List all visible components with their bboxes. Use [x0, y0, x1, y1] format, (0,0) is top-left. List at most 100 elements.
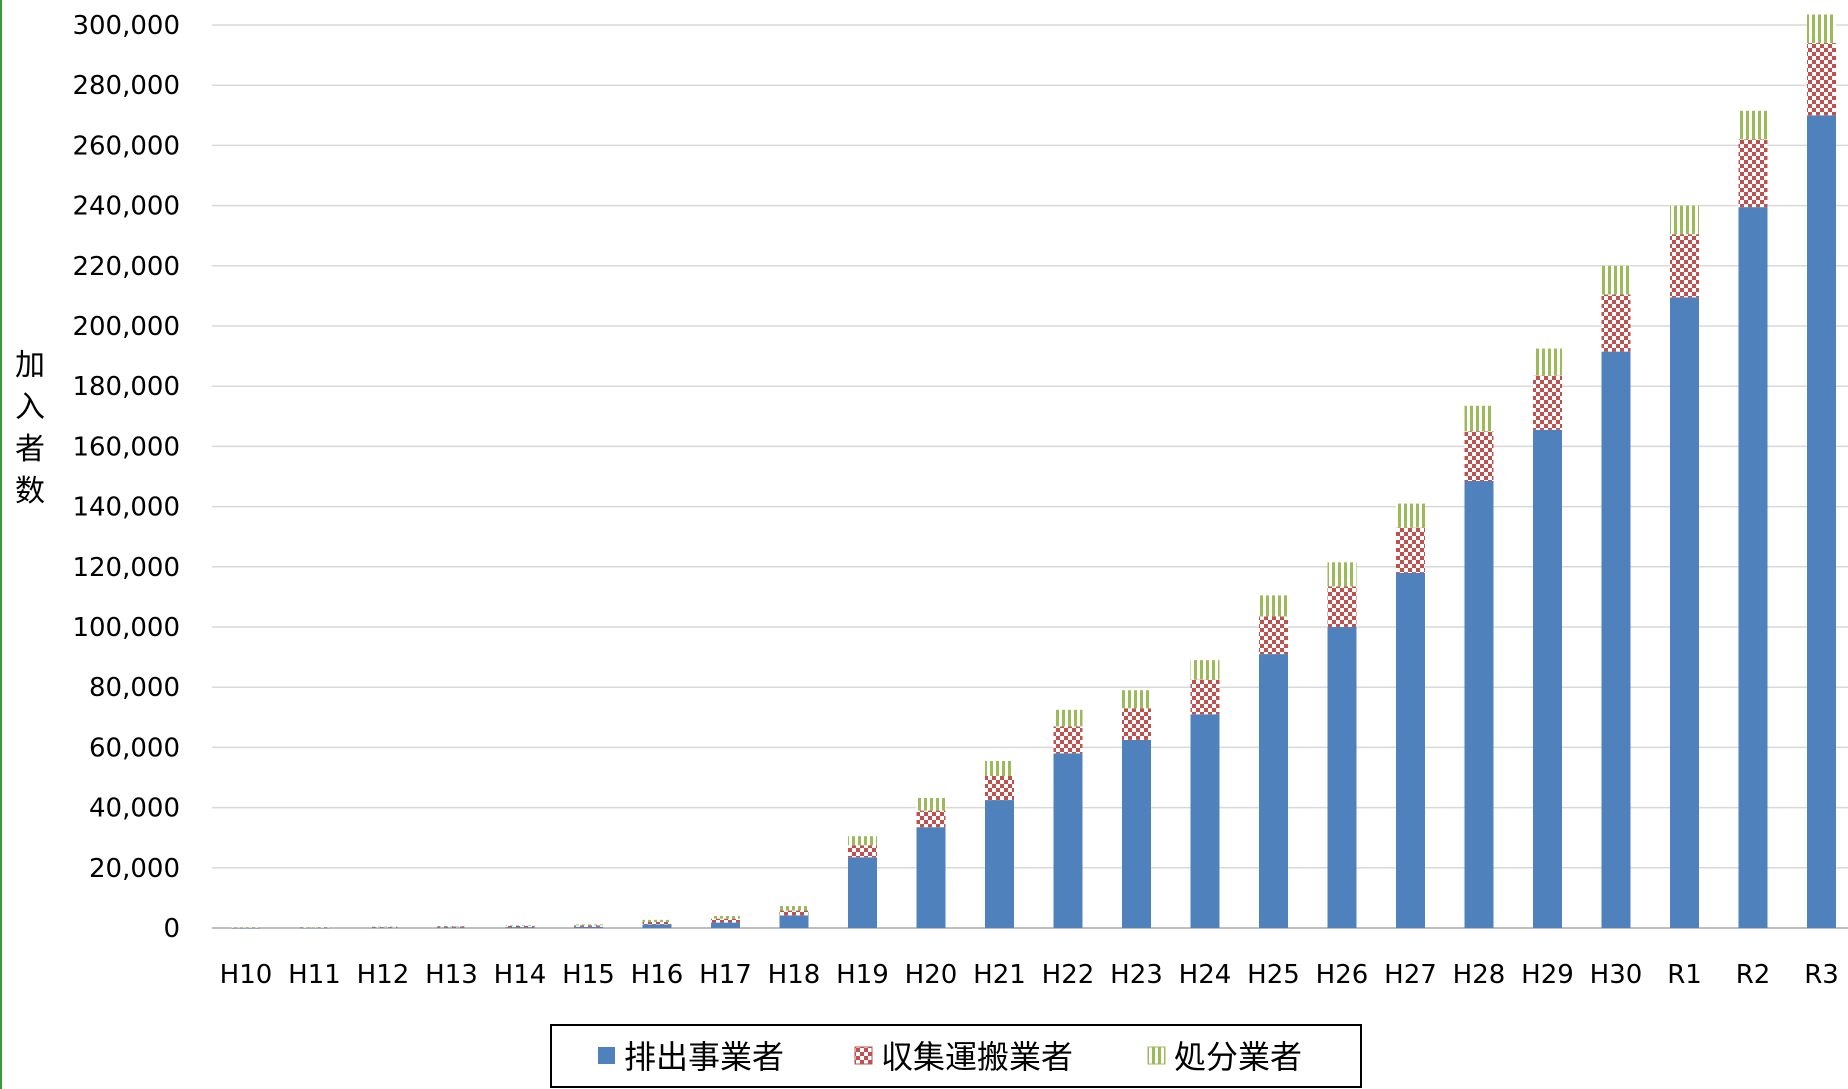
- bar-segment-3: [779, 906, 809, 911]
- bar-segment-1: [1259, 654, 1288, 928]
- bar-segment-3: [1053, 709, 1083, 727]
- bar-segment-2: [1670, 234, 1699, 298]
- y-tick-label: 100,000: [72, 613, 180, 643]
- x-tick-label: H26: [1316, 960, 1369, 990]
- bar-segment-1: [1670, 297, 1699, 928]
- x-tick-label: H21: [973, 960, 1026, 990]
- x-tick-label: H10: [220, 960, 273, 990]
- legend-swatch: [1147, 1046, 1166, 1065]
- x-tick-label: H27: [1384, 960, 1437, 990]
- x-tick-label: H14: [494, 960, 547, 990]
- x-tick-label: R1: [1667, 960, 1702, 990]
- bar-segment-2: [916, 810, 946, 828]
- bar-segment-3: [1190, 660, 1220, 680]
- bar-segment-3: [1807, 14, 1836, 44]
- bar-segment-1: [985, 800, 1014, 928]
- bar-segment-2: [1738, 139, 1768, 208]
- bar-segment-3: [711, 915, 740, 919]
- bar-segment-2: [1190, 679, 1220, 715]
- bar-segment-2: [1807, 43, 1836, 116]
- bar-segment-3: [985, 760, 1014, 776]
- bar-segment-2: [642, 921, 672, 925]
- x-tick-label: R2: [1736, 960, 1771, 990]
- bar-segment-3: [505, 925, 535, 926]
- bar-segment-1: [848, 857, 877, 928]
- x-tick-label: H13: [425, 960, 478, 990]
- x-tick-label: H23: [1110, 960, 1163, 990]
- bar-segment-1: [1190, 714, 1220, 928]
- y-axis-tick-labels: 0 20,000 40,000 60,000 80,000 100,000 120,000 1…: [72, 11, 180, 944]
- bar-segment-1: [1122, 739, 1151, 928]
- y-tick-label: 60,000: [89, 733, 180, 763]
- bar-segment-3: [1601, 265, 1631, 295]
- x-tick-label: H29: [1521, 960, 1574, 990]
- y-axis-label-char: 数: [15, 474, 45, 509]
- x-tick-label: H20: [905, 960, 958, 990]
- bar-segment-3: [1464, 405, 1494, 432]
- bar-segment-1: [1053, 753, 1083, 928]
- bar-segment-2: [1396, 527, 1425, 573]
- bar-segment-1: [779, 915, 809, 928]
- x-tick-label: H30: [1590, 960, 1643, 990]
- bar-segment-3: [574, 924, 603, 926]
- x-axis-tick-labels: H10 H11 H12 H13 H14 H15 H16 H17 H18 H19 H20 H21 H22 H…: [220, 960, 1839, 990]
- bar-segment-3: [1327, 562, 1357, 587]
- bar-segment-2: [1053, 726, 1083, 754]
- gridlines: [212, 24, 1848, 929]
- y-axis-label-char: 者: [15, 432, 45, 467]
- bar-segment-2: [711, 918, 740, 923]
- legend-label: 収集運搬業者: [881, 1038, 1073, 1076]
- x-tick-label: H11: [288, 960, 341, 990]
- bar-segment-2: [368, 926, 398, 928]
- y-tick-label: 180,000: [72, 372, 180, 402]
- bar-segment-2: [848, 845, 877, 858]
- bar-segment-3: [437, 926, 466, 927]
- bar-segment-1: [574, 926, 603, 928]
- bar-segment-2: [1464, 431, 1494, 482]
- bar-segment-3: [848, 836, 877, 846]
- bars: [231, 14, 1836, 929]
- legend: 排出事業者 収集運搬業者 処分業者: [550, 1024, 1362, 1088]
- y-tick-label: 200,000: [72, 312, 180, 342]
- bar-segment-3: [1396, 503, 1425, 528]
- x-tick-label: H16: [631, 960, 684, 990]
- x-tick-label: H25: [1247, 960, 1300, 990]
- y-tick-label: 120,000: [72, 553, 180, 583]
- bar-segment-3: [231, 927, 261, 928]
- y-tick-label: 240,000: [72, 192, 180, 222]
- x-tick-label: H24: [1179, 960, 1232, 990]
- bar-segment-3: [300, 927, 329, 928]
- bar-segment-1: [1533, 429, 1562, 928]
- bar-segment-3: [642, 919, 672, 922]
- bar-segment-2: [1601, 294, 1631, 352]
- x-tick-label: H28: [1453, 960, 1506, 990]
- bar-segment-3: [1738, 110, 1768, 140]
- y-tick-label: 0: [163, 914, 180, 944]
- bar-segment-1: [1738, 207, 1768, 929]
- bar-segment-1: [300, 927, 329, 929]
- x-tick-label: H22: [1042, 960, 1095, 990]
- bar-segment-1: [1327, 627, 1357, 928]
- bar-segment-1: [711, 922, 740, 928]
- y-tick-label: 20,000: [89, 854, 180, 884]
- bar-segment-1: [437, 927, 466, 928]
- bar-segment-2: [574, 925, 603, 927]
- bar-segment-2: [1327, 586, 1357, 627]
- legend-frame: [550, 1024, 1362, 1088]
- y-tick-label: 40,000: [89, 794, 180, 824]
- y-tick-label: 80,000: [89, 673, 180, 703]
- bar-segment-1: [1396, 572, 1425, 928]
- bar-segment-1: [368, 927, 398, 929]
- y-tick-label: 140,000: [72, 493, 180, 523]
- bar-segment-3: [1670, 205, 1699, 235]
- bar-segment-2: [505, 925, 535, 928]
- bar-segment-3: [1533, 348, 1562, 376]
- bar-segment-1: [642, 924, 672, 928]
- legend-swatch: [854, 1046, 873, 1065]
- bar-segment-2: [779, 910, 809, 916]
- legend-label: 排出事業者: [624, 1038, 784, 1076]
- y-tick-label: 300,000: [72, 11, 180, 41]
- y-tick-label: 220,000: [72, 252, 180, 282]
